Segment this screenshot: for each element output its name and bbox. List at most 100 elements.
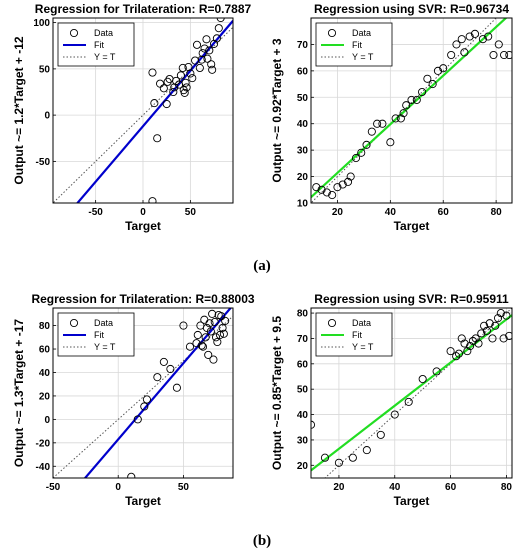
chart-2-point-10 (362, 140, 371, 149)
chart-4-frame (310, 307, 513, 479)
chart-4-point-10 (446, 347, 455, 356)
chart-1-xtick-label-1: 0 (140, 207, 146, 218)
chart-3-point-3 (142, 395, 151, 404)
chart-2-ytick-label-1: 20 (297, 172, 309, 183)
chart-3-ytick-label-0: -40 (36, 462, 51, 473)
chart-1-title: Regression for Trilateration: R=0.7887 (35, 2, 252, 16)
chart-1-xlabel: Target (125, 219, 161, 233)
chart-4-ytick-label-6: 80 (297, 309, 309, 320)
chart-1-point-16 (181, 78, 190, 87)
chart-2-xtick-label-2: 60 (438, 207, 450, 218)
chart-1-point-33 (212, 34, 221, 43)
chart-4-xtick-label-0: 20 (333, 482, 345, 493)
chart-3-series (53, 308, 233, 478)
chart-1-point-22 (192, 40, 202, 49)
chart-2-point-30 (465, 32, 474, 41)
caption-b: (b) (253, 533, 271, 549)
chart-4-point-20 (477, 329, 486, 338)
chart-1-point-6 (163, 77, 172, 86)
chart-3-point-27 (215, 330, 225, 340)
chart-2-point-21 (418, 87, 427, 97)
chart-1-point-26 (200, 44, 209, 53)
chart-4-legend-identity-label: Y = T (352, 342, 374, 352)
chart-2-fit-line (311, 18, 508, 198)
chart-3-point-0 (127, 472, 136, 478)
chart-1-legend-data-marker (69, 28, 79, 38)
chart-4-point-27 (496, 309, 505, 318)
chart-3-point-19 (205, 319, 214, 328)
chart-2-ytick-label-4: 50 (297, 93, 309, 104)
chart-1-ytick-label-2: 50 (39, 64, 51, 75)
chart-3-point-1 (133, 415, 142, 424)
chart-1-series (53, 18, 233, 203)
chart-2-xtick-label-3: 80 (491, 207, 503, 218)
chart-2-point-34 (489, 50, 498, 60)
chart-4-point-21 (480, 321, 489, 330)
chart-3-point-29 (218, 323, 227, 332)
chart-2-point-19 (407, 95, 416, 104)
chart-3-point-24 (211, 333, 221, 342)
chart-2-point-2 (322, 188, 331, 197)
chart-3-xlabel: Target (125, 494, 161, 508)
chart-1-xtick-label-2: 50 (185, 207, 197, 218)
chart-1-point-25 (198, 49, 207, 58)
chart-4-point-1 (320, 453, 330, 462)
chart-1-ytick-label-3: 100 (33, 18, 50, 29)
chart-2-series (311, 18, 512, 203)
chart-4-point-19 (474, 339, 483, 348)
chart-3-xtick-label-0: -50 (46, 482, 61, 493)
chart-3-point-30 (219, 329, 228, 338)
chart-4-ytick-label-3: 50 (297, 385, 309, 396)
chart-1-point-13 (178, 63, 187, 72)
chart-4-point-4 (362, 446, 371, 455)
chart-2-point-18 (402, 101, 411, 110)
chart-3-identity-line (53, 315, 233, 478)
chart-4-point-17 (468, 336, 477, 346)
chart-3-point-9 (185, 342, 195, 351)
chart-3-point-22 (209, 355, 218, 364)
chart-1-point-29 (205, 46, 214, 55)
chart-1-ytick-label-1: 0 (44, 111, 50, 122)
chart-4-point-25 (491, 321, 500, 330)
chart-4-ytick-label-1: 30 (297, 435, 309, 446)
chart-3: -50 0 50 -40 -20 0 20 40 60 80 Regression for Tril… (12, 292, 255, 508)
chart-1-ytick-label-0: -50 (36, 157, 51, 168)
chart-4-point-0 (311, 420, 316, 429)
chart-4-ytick-label-5: 70 (297, 334, 309, 345)
chart-4-legend: Data Fit Y = T (315, 312, 393, 357)
chart-4-ytick-label-0: 20 (297, 461, 309, 472)
chart-4-point-3 (348, 453, 357, 462)
chart-1-legend-data-label: Data (94, 28, 113, 38)
chart-2-point-24 (433, 66, 442, 75)
chart-1-point-15 (180, 88, 189, 97)
chart-3-ytick-label-3: 20 (39, 391, 51, 402)
chart-4-point-29 (502, 311, 511, 320)
chart-3-point-10 (192, 339, 201, 348)
chart-2-point-7 (346, 172, 355, 181)
chart-3-point-21 (208, 309, 217, 318)
chart-3-point-25 (213, 337, 222, 347)
chart-1-legend: Data Fit Y = T (57, 22, 135, 67)
chart-2-point-27 (452, 40, 461, 49)
chart-4-xtick-label-1: 40 (389, 482, 401, 493)
chart-1-point-36 (148, 197, 157, 203)
chart-2-point-33 (484, 32, 493, 41)
chart-3-point-16 (201, 333, 210, 342)
chart-4-point-30 (505, 331, 512, 340)
chart-4-legend-data-label: Data (352, 318, 371, 328)
chart-3-point-8 (179, 321, 188, 330)
chart-4-point-23 (485, 319, 494, 328)
chart-2-point-3 (328, 191, 337, 200)
chart-3-point-14 (198, 342, 208, 351)
chart-2-ylabel: Output ~= 0.92*Target + 3 (270, 38, 284, 182)
chart-3-ytick-label-6: 80 (39, 321, 51, 332)
chart-1-point-34 (214, 24, 223, 33)
chart-4-point-15 (463, 347, 472, 356)
chart-3-ytick-label-2: 0 (44, 415, 50, 426)
chart-3-xtick-label-1: 0 (115, 482, 121, 493)
chart-3-ytick-label-1: -20 (36, 438, 51, 449)
chart-3-legend-fit-label: Fit (94, 330, 104, 340)
chart-1-point-1 (150, 99, 159, 108)
chart-3-legend-data-marker (69, 318, 79, 328)
chart-3-legend: Data Fit Y = T (57, 312, 135, 357)
